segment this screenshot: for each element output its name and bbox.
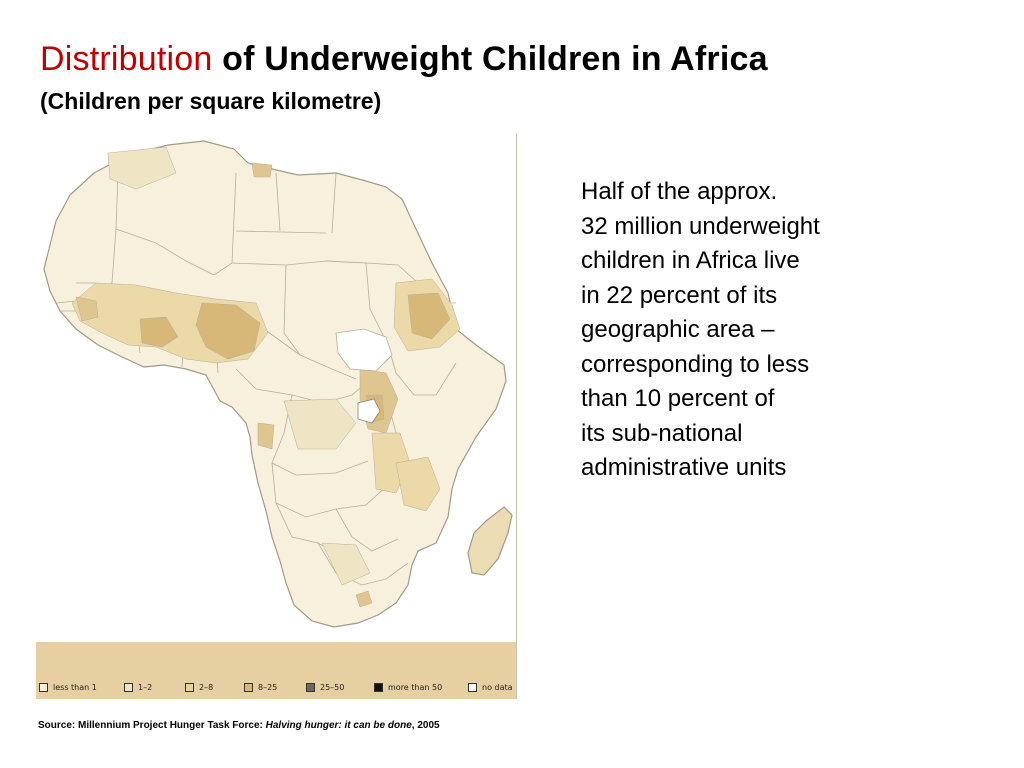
summary-line: administrative units (581, 454, 787, 481)
legend-label: less than 1 (53, 682, 97, 692)
summary-line: Half of the approx. (581, 178, 778, 205)
legend-item-2-8: 2–8 (185, 681, 213, 693)
title-highlight: Distribution (40, 40, 213, 78)
legend-label: more than 50 (388, 682, 443, 692)
legend-swatch (39, 682, 48, 692)
summary-line: corresponding to less (581, 350, 810, 378)
legend-label: 2–8 (199, 682, 214, 692)
africa-continent (43, 140, 507, 628)
lake-victoria-shape (357, 398, 381, 424)
summary-line: its sub-national (581, 419, 743, 447)
map-legend: less than 1 1–2 2–8 8–25 25–50 more than… (36, 642, 516, 699)
legend-label: 25–50 (320, 682, 345, 692)
legend-item-no-data: no data (468, 681, 513, 693)
summary-line: than 10 percent of (581, 385, 775, 412)
legend-swatch (185, 682, 194, 692)
africa-map (36, 133, 516, 642)
legend-item-less-than-1: less than 1 (39, 681, 97, 693)
summary-line: 32 million underweight (581, 212, 820, 240)
legend-label: 8–25 (258, 682, 278, 692)
title-rest: of Underweight Children in Africa (222, 40, 768, 78)
legend-item-8-25: 8–25 (244, 681, 277, 693)
summary-line: in 22 percent of its (581, 281, 778, 309)
legend-swatch (468, 682, 477, 692)
legend-item-more-than-50: more than 50 (374, 681, 442, 693)
legend-swatch (374, 682, 383, 692)
slide-subtitle: (Children per square kilometre) (40, 88, 382, 114)
legend-label: no data (482, 682, 513, 692)
source-suffix: , 2005 (411, 720, 440, 731)
no-data-region (335, 328, 393, 372)
source-citation: Source: Millennium Project Hunger Task F… (38, 720, 440, 731)
source-prefix: Source: Millennium Project Hunger Task F… (38, 720, 266, 731)
africa-map-figure: less than 1 1–2 2–8 8–25 25–50 more than… (36, 133, 517, 699)
summary-line: children in Africa live (581, 247, 800, 274)
legend-item-1-2: 1–2 (124, 681, 152, 693)
summary-line: geographic area – (581, 316, 775, 343)
legend-swatch (306, 682, 315, 692)
legend-label: 1–2 (138, 682, 153, 692)
legend-item-25-50: 25–50 (306, 681, 344, 693)
madagascar-shape (467, 506, 513, 576)
density-regions (71, 146, 461, 608)
legend-swatch (244, 682, 253, 692)
legend-swatch (124, 682, 133, 692)
source-work-title: Halving hunger: it can be done (265, 720, 412, 731)
summary-text: Half of the approx. 32 million underweig… (581, 175, 881, 486)
slide-title: Distribution of Underweight Children in … (40, 40, 768, 79)
